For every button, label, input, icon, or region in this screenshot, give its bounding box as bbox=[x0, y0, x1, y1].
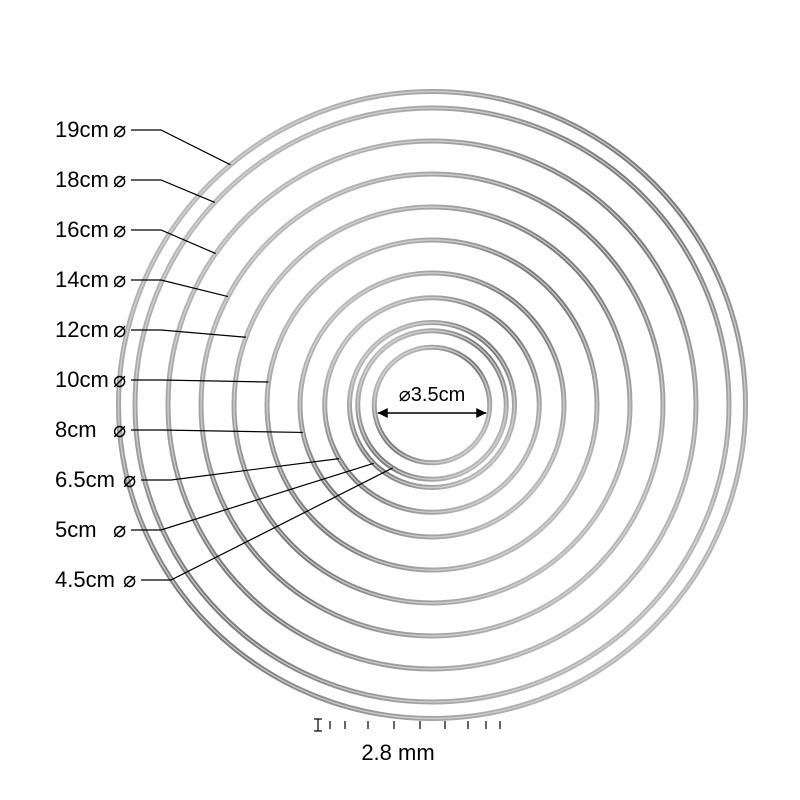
size-label: 18cm bbox=[55, 167, 109, 192]
diameter-symbol: ⌀ bbox=[113, 517, 126, 542]
size-label: 4.5cm bbox=[55, 567, 115, 592]
thickness-label: 2.8 mm bbox=[361, 740, 434, 765]
diameter-symbol: ⌀ bbox=[113, 267, 126, 292]
size-label: 16cm bbox=[55, 217, 109, 242]
size-label: 10cm bbox=[55, 367, 109, 392]
diameter-symbol: ⌀ bbox=[113, 417, 126, 442]
size-label: 12cm bbox=[55, 317, 109, 342]
size-label: 5cm bbox=[55, 517, 97, 542]
size-label: 14cm bbox=[55, 267, 109, 292]
size-label: 8cm bbox=[55, 417, 97, 442]
diameter-symbol: ⌀ bbox=[123, 567, 136, 592]
diameter-symbol: ⌀ bbox=[113, 167, 126, 192]
diameter-symbol: ⌀ bbox=[113, 117, 126, 142]
diameter-symbol: ⌀ bbox=[123, 467, 136, 492]
diameter-symbol: ⌀ bbox=[113, 317, 126, 342]
center-diameter-label: ⌀3.5cm bbox=[399, 384, 466, 406]
size-label: 6.5cm bbox=[55, 467, 115, 492]
diameter-symbol: ⌀ bbox=[113, 217, 126, 242]
size-label: 19cm bbox=[55, 117, 109, 142]
diameter-symbol: ⌀ bbox=[113, 367, 126, 392]
